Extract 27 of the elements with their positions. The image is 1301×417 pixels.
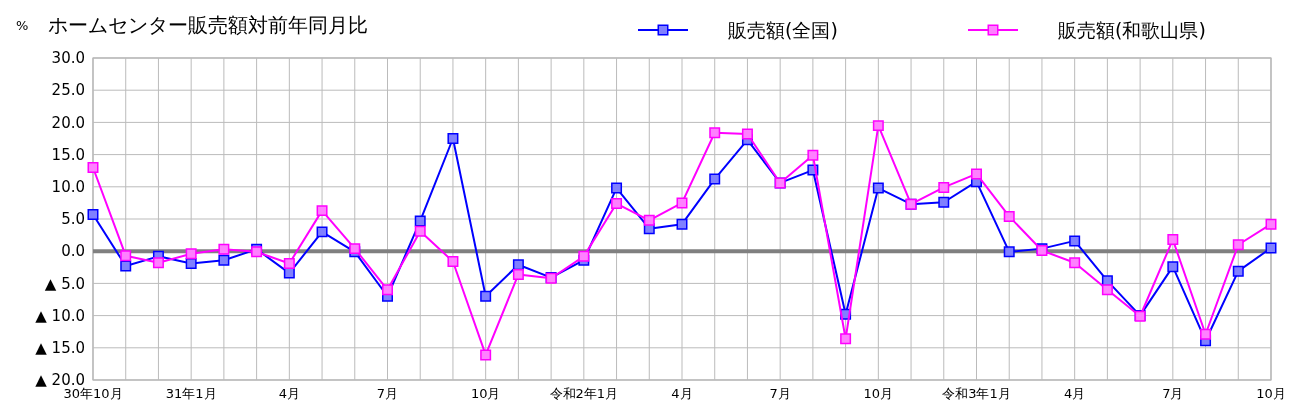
chart-title: ホームセンター販売額対前年同月比 [48, 13, 368, 37]
y-tick-label: ▲ 15.0 [35, 339, 85, 358]
x-tick-label: 4月 [1064, 386, 1086, 401]
x-tick-label: 令和2年1月 [549, 386, 619, 401]
x-tick-label: 10月 [1256, 386, 1286, 401]
x-tick-label: 10月 [863, 386, 894, 401]
x-tick-label: 10月 [470, 386, 501, 401]
x-tick-label: 7月 [1162, 386, 1184, 401]
x-tick-label: 令和3年1月 [942, 386, 1011, 401]
y-tick-label: 30.0 [51, 49, 85, 68]
y-tick-label: 15.0 [51, 145, 85, 164]
y-tick-label: 25.0 [51, 81, 85, 100]
x-tick-label: 4月 [278, 386, 300, 401]
legend-label: 販売額(全国) [728, 18, 838, 41]
y-axis-title: % [16, 18, 29, 33]
x-tick-label: 7月 [769, 386, 791, 401]
x-tick-label: 30年10月 [63, 386, 123, 401]
y-tick-label: ▲ 10.0 [35, 306, 85, 325]
legend-label: 販売額(和歌山県) [1058, 18, 1206, 41]
y-tick-label: ▲ 5.0 [44, 274, 85, 293]
y-tick-label: 10.0 [51, 178, 85, 197]
y-tick-label: 5.0 [61, 210, 85, 229]
x-tick-label: 31年1月 [165, 386, 217, 401]
x-tick-label: 7月 [376, 386, 399, 401]
x-tick-label: 4月 [671, 386, 693, 401]
y-tick-label: 20.0 [51, 113, 85, 132]
y-tick-label: 0.0 [61, 242, 85, 261]
